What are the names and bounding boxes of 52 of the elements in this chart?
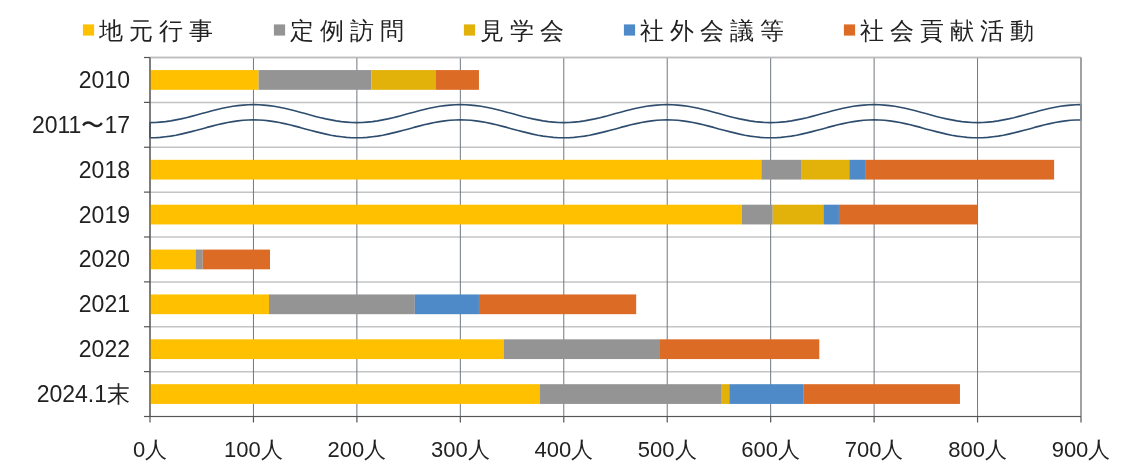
bar — [195, 249, 203, 270]
x-tick-label: 100人 — [224, 436, 283, 462]
bar — [729, 384, 804, 404]
bar — [202, 249, 270, 270]
bar — [150, 159, 762, 180]
bar — [721, 384, 730, 404]
x-tick-label: 800人 — [948, 436, 1007, 462]
x-tick-label: 400人 — [534, 436, 594, 462]
x-tick-label: 500人 — [637, 436, 697, 462]
x-tick-label: 600人 — [741, 436, 801, 462]
x-tick-label: 900人 — [1051, 436, 1111, 462]
bar — [268, 294, 415, 315]
bar — [150, 339, 504, 360]
x-tick-label: 0人 — [132, 436, 168, 462]
bar — [761, 159, 802, 180]
bar — [150, 249, 196, 270]
y-tick-label: 2019 — [78, 201, 130, 228]
y-tick-label: 2022 — [78, 336, 130, 363]
legend-label: 定例訪問 — [289, 16, 410, 44]
bar — [801, 159, 850, 180]
legend-label: 社外会議等 — [639, 16, 790, 44]
bar — [258, 70, 372, 90]
bar — [865, 159, 1055, 180]
bar — [150, 70, 259, 90]
y-tick-label: 2010 — [78, 66, 130, 93]
legend-label: 社会貢献活動 — [859, 16, 1040, 44]
bar — [150, 294, 269, 315]
bar — [659, 339, 820, 360]
bar — [414, 294, 479, 315]
x-tick-label: 700人 — [844, 436, 904, 462]
y-tick-label: 2020 — [78, 246, 130, 273]
bar — [849, 159, 866, 180]
bar — [150, 204, 742, 225]
y-tick-label: 2021 — [78, 291, 130, 318]
y-tick-label: 2011〜17 — [31, 111, 130, 138]
bar — [823, 204, 839, 225]
bar — [741, 204, 773, 225]
legend-label: 見学会 — [479, 16, 570, 44]
bar — [371, 70, 436, 90]
y-tick-label: 2024.1末 — [36, 381, 130, 408]
x-tick-label: 200人 — [327, 436, 387, 462]
bar — [435, 70, 479, 90]
bar — [503, 339, 660, 360]
x-tick-label: 300人 — [430, 436, 490, 462]
bar — [150, 384, 540, 404]
bar — [803, 384, 960, 404]
y-tick-label: 2018 — [78, 156, 130, 183]
legend-label: 地元行事 — [97, 16, 219, 44]
bar — [772, 204, 824, 225]
bar — [838, 204, 978, 225]
bar — [539, 384, 722, 404]
bar — [478, 294, 637, 315]
